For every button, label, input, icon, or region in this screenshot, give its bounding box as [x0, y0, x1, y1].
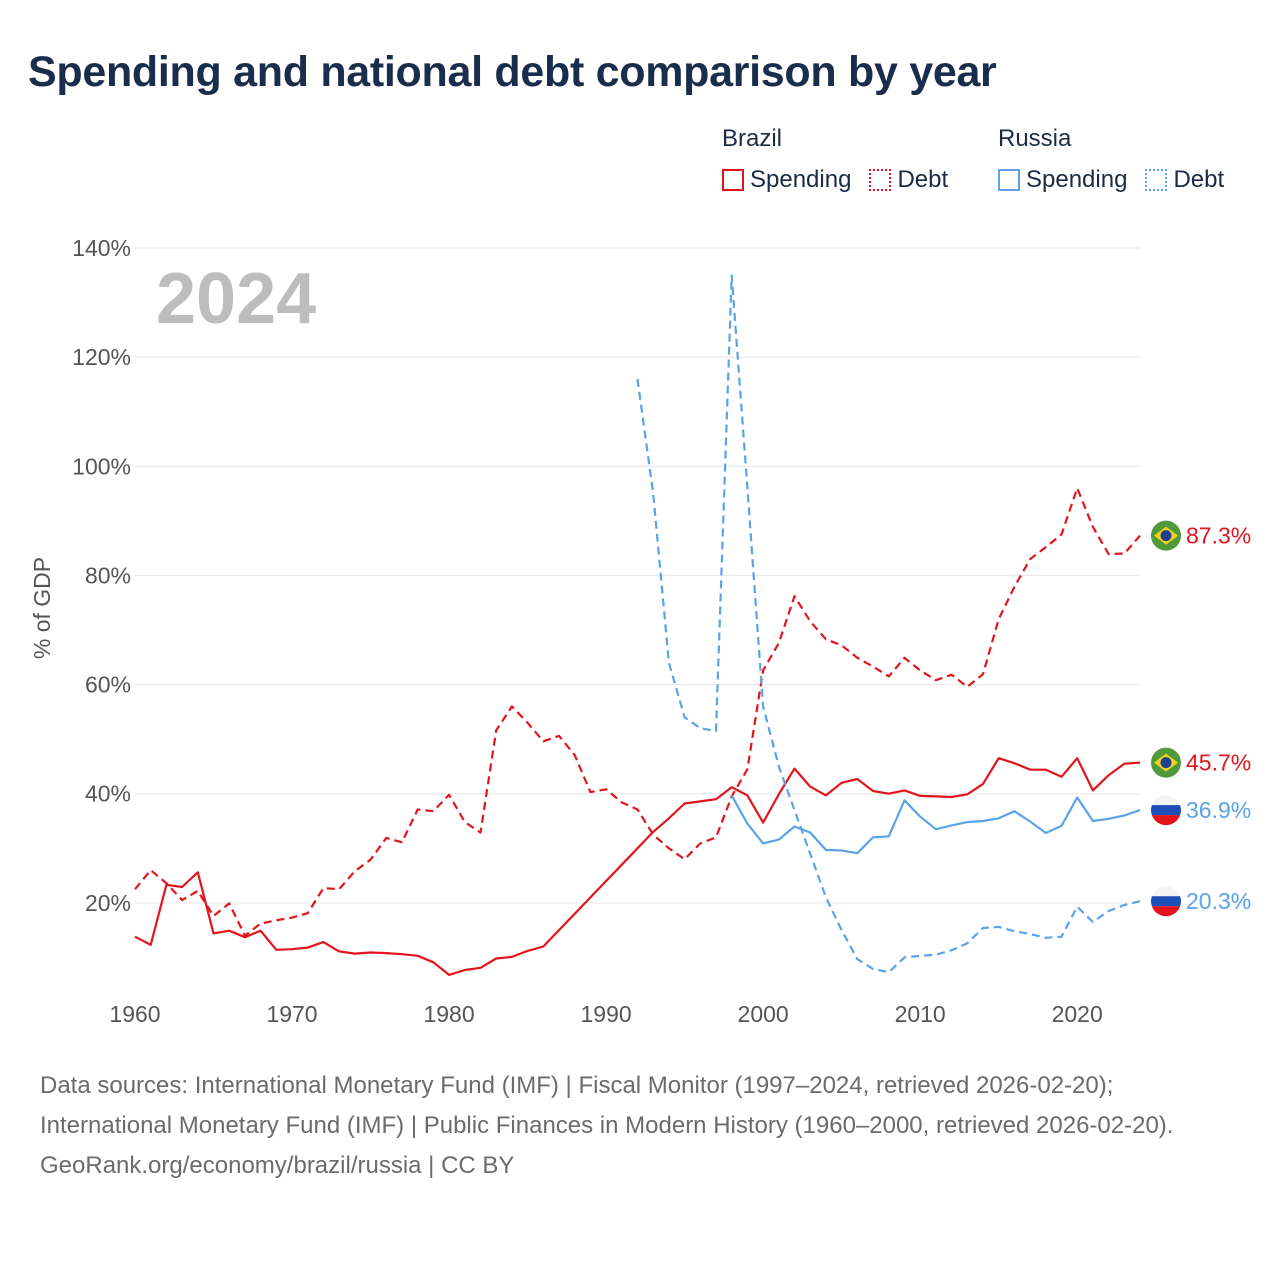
- x-tick-label: 2010: [895, 1001, 946, 1027]
- year-overlay: 2024: [156, 259, 316, 339]
- data-sources: Data sources: International Monetary Fun…: [40, 1072, 1174, 1139]
- end-value-label: 45.7%: [1186, 750, 1251, 776]
- series-line-brazil-spending: [134, 757, 1141, 976]
- end-value-label: 20.3%: [1186, 888, 1251, 914]
- legend-swatch-dotted: [1145, 169, 1168, 191]
- russia-flag-icon: [1151, 886, 1181, 917]
- legend-group-russia: Russia Spending Debt: [998, 122, 1242, 194]
- legend-swatch-solid: [722, 169, 744, 191]
- legend-group-brazil: Brazil Spending Debt: [722, 122, 966, 194]
- y-tick-label: 120%: [72, 344, 131, 370]
- end-value-label: 87.3%: [1186, 523, 1251, 549]
- legend-group-name: Russia: [998, 125, 1072, 152]
- line-chart: 20% 40% 60% 80% 100% 120% 140% 1960 1970 1980 1990…: [29, 235, 1251, 1027]
- x-tick-label: 1970: [266, 1001, 317, 1027]
- russia-flag-icon: [1151, 795, 1181, 826]
- legend-swatch-dotted: [869, 169, 892, 191]
- legend-swatch-solid: [998, 169, 1020, 191]
- series-line-russia-spending: [730, 794, 1141, 855]
- series-line-russia-debt: [636, 274, 1141, 974]
- end-value-label: 36.9%: [1186, 797, 1251, 823]
- x-tick-label: 1980: [423, 1001, 474, 1027]
- legend-label: Debt: [897, 166, 949, 193]
- y-tick-label: 80%: [85, 562, 131, 588]
- x-tick-label: 1960: [109, 1001, 160, 1027]
- legend-label: Spending: [750, 166, 852, 193]
- legend-group-name: Brazil: [722, 125, 783, 152]
- x-tick-label: 2000: [738, 1001, 789, 1027]
- y-tick-label: 40%: [85, 781, 131, 807]
- legend-brazil-debt[interactable]: Debt: [869, 166, 948, 194]
- y-tick-label: 60%: [85, 672, 131, 698]
- legend-russia-spending[interactable]: Spending: [998, 166, 1127, 194]
- legend-brazil-spending[interactable]: Spending: [722, 166, 851, 194]
- x-tick-label: 2020: [1052, 1001, 1103, 1027]
- y-tick-label: 140%: [72, 235, 131, 261]
- y-axis-label: % of GDP: [29, 557, 55, 659]
- series-line-brazil-debt: [134, 487, 1141, 937]
- legend-label: Debt: [1173, 166, 1225, 193]
- brazil-flag-icon: [1151, 747, 1181, 778]
- credit[interactable]: GeoRank.org/economy/brazil/russia | CC B…: [40, 1152, 515, 1179]
- brazil-flag-icon: [1151, 520, 1181, 551]
- x-tick-label: 1990: [581, 1001, 632, 1027]
- chart-title: Spending and national debt comparison by…: [28, 48, 997, 96]
- legend-russia-debt[interactable]: Debt: [1145, 166, 1224, 194]
- footer: Data sources: International Monetary Fun…: [40, 1066, 1240, 1186]
- y-tick-label: 20%: [85, 890, 131, 916]
- y-tick-label: 100%: [72, 453, 131, 479]
- legend-label: Spending: [1026, 166, 1128, 193]
